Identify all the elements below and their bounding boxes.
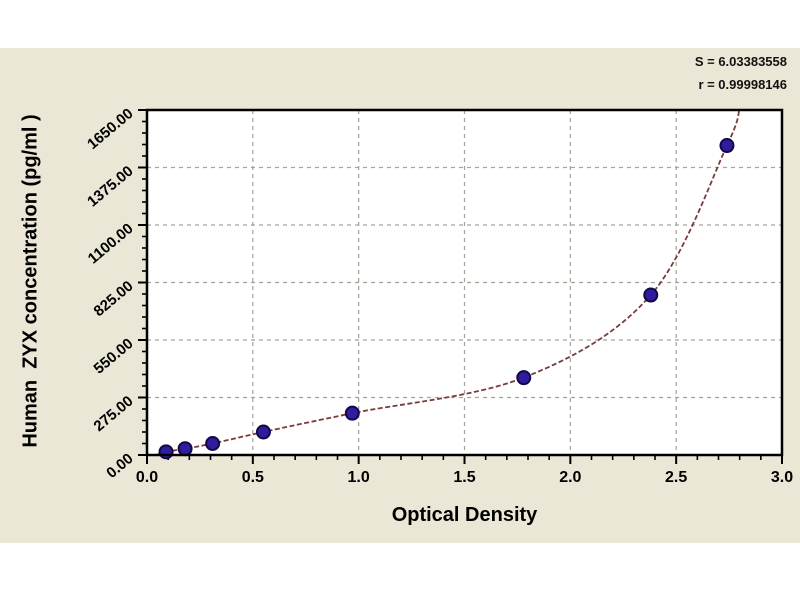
y-tick-label: 0.00 (103, 450, 136, 482)
fit-statistics: S = 6.03383558 r = 0.99998146 (695, 50, 787, 96)
x-axis-title: Optical Density (391, 504, 538, 526)
data-point (643, 287, 659, 303)
x-tick-label: 2.0 (559, 469, 581, 486)
x-tick-label: 1.5 (453, 469, 475, 486)
data-point (344, 405, 360, 421)
fit-std-error: S = 6.03383558 (694, 54, 787, 69)
y-axis-title: Human ZYX concentration (pg/ml ) (19, 114, 42, 448)
x-tick-label: 3.0 (771, 469, 793, 486)
y-tick-label: 1100.00 (85, 220, 137, 267)
x-tick-label: 0.5 (242, 469, 264, 486)
y-tick-label: 275.00 (90, 393, 136, 436)
data-point (516, 370, 532, 386)
data-point (205, 436, 221, 451)
data-point (719, 138, 735, 154)
y-tick-label: 1650.00 (84, 105, 136, 153)
data-point (158, 444, 174, 460)
data-point (255, 424, 271, 440)
plot-border (145, 108, 784, 457)
y-tick-label: 1375.00 (84, 163, 136, 211)
data-point (177, 441, 193, 457)
y-tick-label: 550.00 (90, 335, 136, 378)
x-tick-label: 0.0 (136, 469, 158, 486)
x-tick-label: 2.5 (665, 469, 687, 486)
x-tick-label: 1.0 (348, 469, 370, 486)
y-tick-label: 825.00 (90, 278, 136, 321)
fit-correlation: r = 0.99998146 (698, 77, 787, 92)
